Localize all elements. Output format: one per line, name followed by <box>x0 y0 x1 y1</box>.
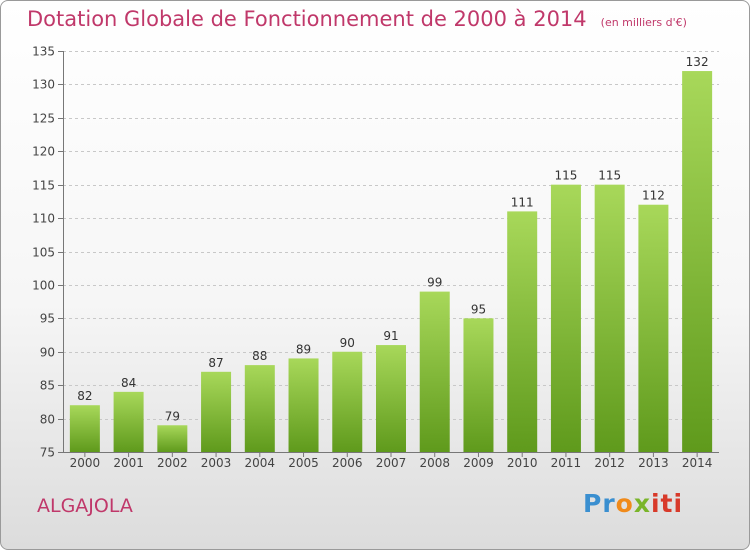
y-tick-label: 85 <box>40 379 55 393</box>
logo-part-x: x <box>633 489 651 518</box>
x-tick-label: 2014 <box>682 456 713 470</box>
x-tick-label: 2003 <box>201 456 232 470</box>
bar-value-label: 91 <box>383 329 398 343</box>
bar-value-label: 112 <box>642 189 665 203</box>
x-tick-label: 2009 <box>463 456 494 470</box>
y-tick-label: 110 <box>32 212 55 226</box>
bar-value-label: 111 <box>511 195 534 209</box>
bar-2002 <box>157 425 188 452</box>
x-tick-label: 2006 <box>332 456 363 470</box>
x-tick-label: 2011 <box>551 456 582 470</box>
bar-2010 <box>507 211 538 452</box>
logo-part-o: o <box>615 489 634 518</box>
logo-part-pr: Pr <box>583 489 616 518</box>
bar-2008 <box>419 291 450 452</box>
bar-value-label: 99 <box>427 276 442 290</box>
bar-value-label: 115 <box>554 169 577 183</box>
x-tick-label: 2013 <box>638 456 669 470</box>
y-tick-label: 115 <box>32 179 55 193</box>
chart-title-text: Dotation Globale de Fonctionnement de 20… <box>27 7 587 31</box>
bar-2000 <box>69 405 100 452</box>
bar-2009 <box>463 318 494 452</box>
bar-2007 <box>376 345 406 452</box>
bar-2001 <box>113 391 144 452</box>
y-tick-label: 120 <box>32 145 55 159</box>
bar-value-label: 88 <box>252 349 267 363</box>
logo-part-iti: iti <box>650 489 684 518</box>
x-tick-label: 2001 <box>113 456 144 470</box>
chart-title: Dotation Globale de Fonctionnement de 20… <box>27 7 687 31</box>
x-tick-label: 2007 <box>376 456 407 470</box>
y-tick-label: 80 <box>40 413 55 427</box>
commune-name: ALGAJOLA <box>37 495 133 517</box>
bar-2003 <box>201 371 232 452</box>
bar-value-label: 132 <box>686 55 709 69</box>
bar-value-label: 115 <box>598 169 621 183</box>
y-tick-label: 90 <box>40 346 55 360</box>
bar-2005 <box>288 358 319 452</box>
bar-value-label: 82 <box>77 389 92 403</box>
bar-value-label: 79 <box>165 409 180 423</box>
bar-2012 <box>594 184 625 452</box>
bar-value-label: 89 <box>296 342 311 356</box>
x-tick-label: 2012 <box>594 456 625 470</box>
proxiti-logo: Proxiti <box>583 489 683 518</box>
x-tick-label: 2002 <box>157 456 188 470</box>
y-tick-label: 135 <box>32 45 55 59</box>
chart-unit: (en milliers d'€) <box>600 16 687 29</box>
bar-2014 <box>682 71 713 453</box>
x-tick-label: 2004 <box>245 456 276 470</box>
bar-2006 <box>332 351 363 452</box>
axis-layer: 75 80 85 90 95 100 105 110 115 120 125 130 135 2000 20… <box>32 45 719 470</box>
y-tick-label: 75 <box>40 446 55 460</box>
bar-value-label: 90 <box>340 336 355 350</box>
x-tick-label: 2005 <box>288 456 319 470</box>
bar-value-label: 95 <box>471 302 486 316</box>
bar-layer: 82 84 79 87 88 89 90 91 99 95 111 115 115 112 132 <box>69 55 713 453</box>
x-tick-label: 2000 <box>70 456 101 470</box>
y-tick-label: 95 <box>40 312 55 326</box>
x-tick-label: 2010 <box>507 456 538 470</box>
x-tick-label: 2008 <box>419 456 450 470</box>
bar-2013 <box>638 204 669 452</box>
bar-value-label: 84 <box>121 376 136 390</box>
y-tick-label: 125 <box>32 112 55 126</box>
y-tick-label: 105 <box>32 246 55 260</box>
bar-2011 <box>550 184 581 452</box>
bar-value-label: 87 <box>208 356 223 370</box>
y-tick-label: 100 <box>32 279 55 293</box>
bar-2004 <box>244 365 275 452</box>
y-tick-label: 130 <box>32 78 55 92</box>
